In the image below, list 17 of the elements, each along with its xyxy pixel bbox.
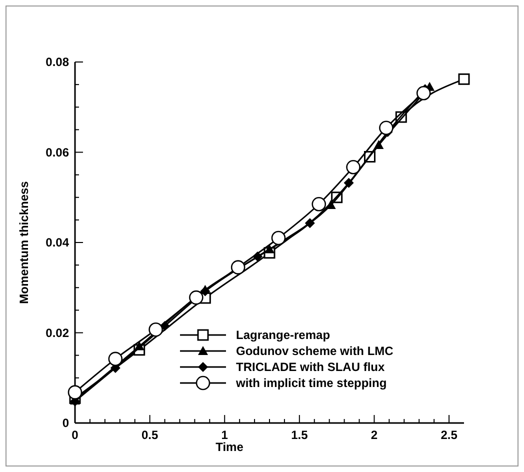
- y-tick-label: 0.02: [46, 326, 70, 340]
- y-tick-label: 0.06: [46, 145, 70, 160]
- legend-label: Godunov scheme with LMC: [236, 344, 394, 358]
- legend-label: TRICLADE with SLAU flux: [236, 360, 385, 374]
- y-tick-label: 0.08: [46, 55, 70, 69]
- legend-label: Lagrange-remap: [236, 328, 330, 342]
- y-tick-label: 0.04: [46, 236, 70, 250]
- x-axis-title: Time: [216, 440, 244, 454]
- legend-label: with implicit time stepping: [235, 376, 387, 390]
- x-tick-label: 0.5: [141, 428, 158, 442]
- y-tick-label: 0: [62, 416, 70, 430]
- x-tick-label: 0: [72, 428, 79, 442]
- x-tick-label: 1.5: [291, 428, 308, 442]
- x-tick-label: 2.5: [440, 428, 458, 442]
- x-tick-label: 1: [221, 428, 228, 442]
- x-tick-label: 2: [370, 428, 378, 442]
- y-axis-title: Momentum thickness: [17, 180, 31, 304]
